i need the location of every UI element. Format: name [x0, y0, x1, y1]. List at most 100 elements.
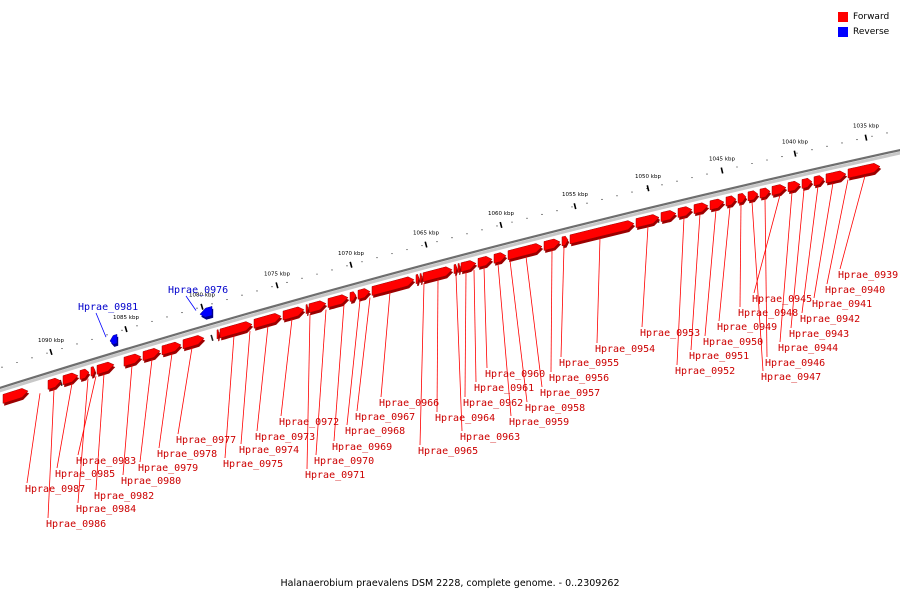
gene-arrow[interactable] [216, 329, 220, 340]
gene-label[interactable]: Hprae_0974 [239, 445, 299, 456]
gene-arrow[interactable] [457, 262, 461, 273]
gene-label[interactable]: Hprae_0983 [76, 456, 136, 467]
gene-label[interactable]: Hprae_0987 [25, 484, 85, 495]
gene-label[interactable]: Hprae_0985 [55, 469, 115, 480]
gene-features[interactable] [2, 163, 882, 406]
gene-feature[interactable] [507, 243, 544, 263]
gene-feature[interactable] [747, 190, 760, 204]
gene-arrow[interactable] [199, 305, 213, 318]
gene-feature[interactable] [677, 206, 694, 220]
gene-feature[interactable] [569, 220, 636, 247]
gene-label[interactable]: Hprae_0975 [223, 459, 283, 470]
gene-label[interactable]: Hprae_0950 [703, 337, 763, 348]
gene-label[interactable]: Hprae_0973 [255, 432, 315, 443]
gene-arrow[interactable] [349, 291, 357, 302]
gene-label[interactable]: Hprae_0953 [640, 328, 700, 339]
gene-arrow[interactable] [460, 260, 477, 273]
gene-label[interactable]: Hprae_0958 [525, 403, 585, 414]
gene-label[interactable]: Hprae_0970 [314, 456, 374, 467]
gene-feature[interactable] [759, 187, 772, 201]
gene-label[interactable]: Hprae_0949 [717, 322, 777, 333]
gene-label[interactable]: Hprae_0977 [176, 435, 236, 446]
gene-arrow[interactable] [253, 313, 282, 329]
gene-feature[interactable] [825, 170, 848, 186]
gene-label[interactable]: Hprae_0968 [345, 426, 405, 437]
gene-feature[interactable] [282, 306, 306, 323]
gene-feature[interactable] [305, 304, 310, 317]
gene-arrow[interactable] [415, 274, 420, 285]
gene-feature[interactable] [771, 184, 788, 198]
gene-feature[interactable] [493, 252, 508, 266]
gene-feature[interactable] [219, 321, 254, 341]
gene-feature[interactable] [308, 300, 328, 316]
gene-arrow[interactable] [371, 276, 415, 296]
gene-arrow[interactable] [569, 220, 635, 245]
gene-feature[interactable] [422, 266, 454, 285]
gene-label[interactable]: Hprae_0962 [463, 398, 523, 409]
gene-arrow[interactable] [182, 335, 205, 350]
gene-arrow[interactable] [305, 304, 309, 315]
gene-label[interactable]: Hprae_0978 [157, 449, 217, 460]
legend-forward[interactable]: Forward [838, 9, 900, 24]
gene-arrow[interactable] [2, 388, 29, 404]
gene-feature[interactable] [561, 235, 570, 249]
gene-label[interactable]: Hprae_0967 [355, 412, 415, 423]
gene-arrow[interactable] [62, 372, 79, 386]
gene-feature[interactable] [142, 348, 162, 363]
gene-feature[interactable] [543, 238, 562, 253]
gene-arrow[interactable] [847, 163, 881, 179]
gene-label[interactable]: Hprae_0942 [800, 314, 860, 325]
gene-feature[interactable] [419, 273, 424, 285]
gene-label[interactable]: Hprae_0939 [838, 270, 898, 281]
gene-feature[interactable] [349, 291, 358, 304]
gene-arrow[interactable] [282, 306, 305, 321]
gene-feature[interactable] [62, 372, 80, 388]
gene-arrow[interactable] [79, 368, 90, 380]
gene-arrow[interactable] [801, 177, 813, 189]
gene-arrow[interactable] [507, 243, 543, 261]
gene-arrow[interactable] [422, 266, 453, 283]
gene-feature[interactable] [460, 260, 478, 275]
gene-label[interactable]: Hprae_0940 [825, 285, 885, 296]
gene-label[interactable]: Hprae_0984 [76, 504, 136, 515]
gene-label[interactable]: Hprae_0966 [379, 398, 439, 409]
gene-label[interactable]: Hprae_0980 [121, 476, 181, 487]
gene-label[interactable]: Hprae_0963 [460, 432, 520, 443]
gene-label[interactable]: Hprae_0969 [332, 442, 392, 453]
gene-arrow[interactable] [493, 252, 507, 264]
gene-feature[interactable] [357, 288, 372, 302]
gene-arrow[interactable] [161, 341, 182, 356]
gene-arrow[interactable] [693, 202, 709, 215]
gene-feature[interactable] [847, 163, 882, 181]
gene-label[interactable]: Hprae_0943 [789, 329, 849, 340]
gene-label[interactable]: Hprae_0946 [765, 358, 825, 369]
gene-arrow[interactable] [453, 263, 458, 275]
gene-feature[interactable] [457, 262, 462, 275]
gene-arrow[interactable] [813, 175, 825, 187]
gene-arrow[interactable] [677, 206, 693, 218]
gene-label[interactable]: Hprae_0947 [761, 372, 821, 383]
gene-feature[interactable] [813, 175, 826, 189]
gene-arrow[interactable] [109, 333, 118, 345]
gene-arrow[interactable] [357, 288, 371, 300]
gene-label[interactable]: Hprae_0986 [46, 519, 106, 530]
gene-arrow[interactable] [96, 361, 115, 375]
gene-label[interactable]: Hprae_0945 [752, 294, 812, 305]
gene-feature[interactable] [635, 214, 661, 231]
gene-arrow[interactable] [771, 184, 787, 196]
gene-label[interactable]: Hprae_0982 [94, 491, 154, 502]
gene-feature[interactable] [90, 366, 97, 379]
gene-feature[interactable] [660, 210, 678, 224]
gene-arrow[interactable] [561, 235, 569, 247]
gene-arrow[interactable] [709, 198, 725, 211]
gene-label[interactable]: Hprae_0948 [738, 308, 798, 319]
gene-label[interactable]: Hprae_0952 [675, 366, 735, 377]
gene-label[interactable]: Hprae_0961 [474, 383, 534, 394]
gene-arrow[interactable] [759, 187, 771, 199]
gene-label[interactable]: Hprae_0981 [78, 302, 138, 313]
gene-arrow[interactable] [725, 195, 737, 207]
gene-label[interactable]: Hprae_0965 [418, 446, 478, 457]
gene-feature[interactable] [693, 202, 710, 217]
gene-label[interactable]: Hprae_0954 [595, 344, 655, 355]
gene-arrow[interactable] [419, 273, 423, 283]
